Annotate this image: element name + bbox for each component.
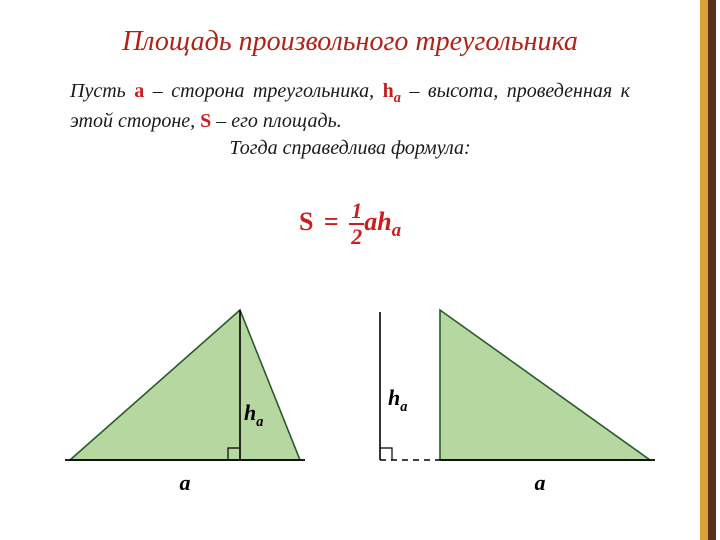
title-text: Площадь произвольного треугольника	[122, 26, 578, 57]
svg-text:a: a	[535, 470, 546, 495]
p-l1b: – сторона треугольника,	[144, 80, 382, 102]
side-gold-stripe	[700, 0, 708, 540]
side-decoration	[700, 0, 720, 540]
p-l1a: Пусть	[70, 80, 134, 102]
f-S: S	[299, 207, 313, 236]
p-l1c: – высота,	[401, 80, 498, 102]
sym-a-1: a	[134, 80, 144, 102]
f-a: a	[364, 207, 377, 236]
f-num: 1	[349, 200, 364, 225]
svg-text:ha: ha	[388, 385, 407, 415]
f-half: 1 2	[349, 200, 364, 248]
f-eq: =	[320, 207, 343, 236]
side-brown-stripe	[708, 0, 716, 540]
f-h: ha	[377, 207, 401, 236]
svg-text:a: a	[180, 470, 191, 495]
f-den: 2	[349, 225, 364, 248]
page-title: Площадь произвольного треугольника	[0, 26, 700, 58]
p-l2b: – его площадь.	[211, 110, 341, 132]
p-l3: Тогда справедлива формула:	[70, 135, 630, 162]
intro-paragraph: Пусть a – сторона треугольника, ha – выс…	[70, 78, 630, 162]
triangle-diagrams: haahaa	[60, 290, 660, 520]
sym-h-1: ha	[383, 80, 401, 102]
sym-S-1: S	[200, 110, 211, 132]
area-formula: S = 1 2 aha	[0, 200, 700, 248]
